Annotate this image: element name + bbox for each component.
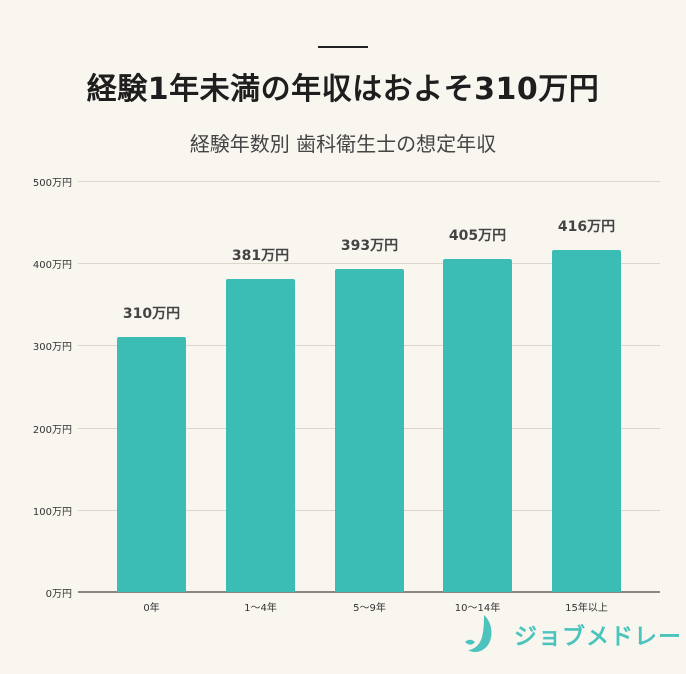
x-axis-line xyxy=(78,591,660,593)
brand-logo: ジョブメドレー xyxy=(462,612,682,656)
x-tick-label: 15年以上 xyxy=(565,603,608,614)
bar xyxy=(335,268,404,592)
bar-value-label: 310万円 xyxy=(122,306,181,323)
y-tick-label: 500万円 xyxy=(32,178,72,189)
x-tick-label: 0年 xyxy=(143,603,160,614)
bar xyxy=(226,278,295,592)
brand-name: ジョブメドレー xyxy=(514,624,682,650)
bar-value-label: 416万円 xyxy=(557,219,616,236)
x-tick-label: 10〜14年 xyxy=(454,603,501,614)
bar-value-label: 381万円 xyxy=(231,247,290,264)
y-tick-label: 200万円 xyxy=(32,425,72,436)
y-tick-label: 400万円 xyxy=(32,260,72,271)
bar xyxy=(552,250,621,592)
x-tick-label: 5〜9年 xyxy=(353,603,386,614)
jobmedley-logo-icon xyxy=(465,615,492,653)
chart-subtitle: 経験年数別 歯科衛生士の想定年収 xyxy=(189,132,497,156)
gridline xyxy=(78,263,660,264)
bar-value-label: 405万円 xyxy=(448,228,507,245)
gridline xyxy=(78,181,660,182)
x-tick-label: 1〜4年 xyxy=(244,603,277,614)
y-tick-label: 0万円 xyxy=(45,589,72,600)
bar-value-label: 393万円 xyxy=(340,237,399,254)
bar xyxy=(443,259,512,592)
y-tick-label: 100万円 xyxy=(32,507,72,518)
title-rule xyxy=(318,46,368,48)
page-title: 経験1年未満の年収はおよそ310万円 xyxy=(86,72,600,107)
y-tick-label: 300万円 xyxy=(32,342,72,353)
bar xyxy=(117,337,186,592)
